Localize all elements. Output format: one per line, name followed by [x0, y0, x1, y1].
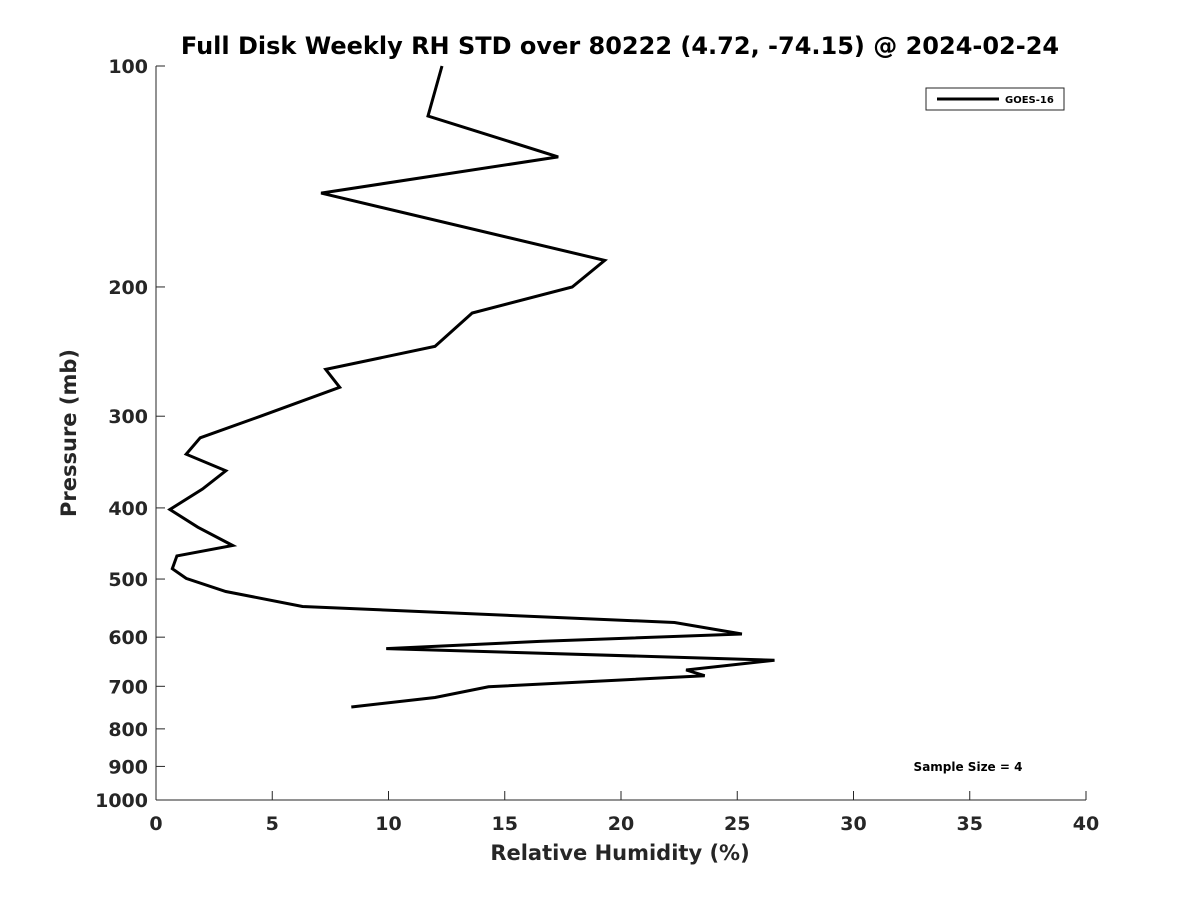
y-tick-label: 500 — [108, 569, 148, 591]
x-tick-label: 20 — [608, 813, 634, 835]
y-tick-label: 700 — [108, 676, 148, 698]
x-tick-label: 10 — [375, 813, 401, 835]
x-tick-label: 30 — [840, 813, 866, 835]
sample-size-annotation: Sample Size = 4 — [914, 760, 1023, 774]
x-tick-label: 0 — [149, 813, 162, 835]
y-tick-label: 100 — [108, 56, 148, 78]
x-tick-label: 5 — [266, 813, 279, 835]
x-ticks: 0 5 10 15 20 25 30 35 40 — [149, 791, 1099, 835]
x-tick-label: 25 — [724, 813, 750, 835]
x-tick-label: 35 — [957, 813, 983, 835]
series-line-goes-16 — [167, 65, 775, 709]
chart-title: Full Disk Weekly RH STD over 80222 (4.72… — [181, 32, 1059, 60]
y-tick-label: 1000 — [95, 790, 148, 812]
y-ticks: 100 200 300 400 500 600 700 800 900 1000 — [95, 56, 165, 812]
x-axis-label: Relative Humidity (%) — [490, 841, 749, 865]
y-tick-label: 600 — [108, 627, 148, 649]
legend-label-goes-16: GOES-16 — [1005, 95, 1054, 106]
y-axis-label: Pressure (mb) — [57, 349, 81, 517]
y-tick-label: 200 — [108, 277, 148, 299]
y-tick-label: 900 — [108, 756, 148, 778]
series-layer — [167, 65, 775, 709]
y-tick-label: 300 — [108, 406, 148, 428]
y-tick-label: 800 — [108, 719, 148, 741]
x-tick-label: 15 — [492, 813, 518, 835]
y-tick-label: 400 — [108, 498, 148, 520]
legend: GOES-16 — [925, 87, 1065, 111]
x-tick-label: 40 — [1073, 813, 1099, 835]
